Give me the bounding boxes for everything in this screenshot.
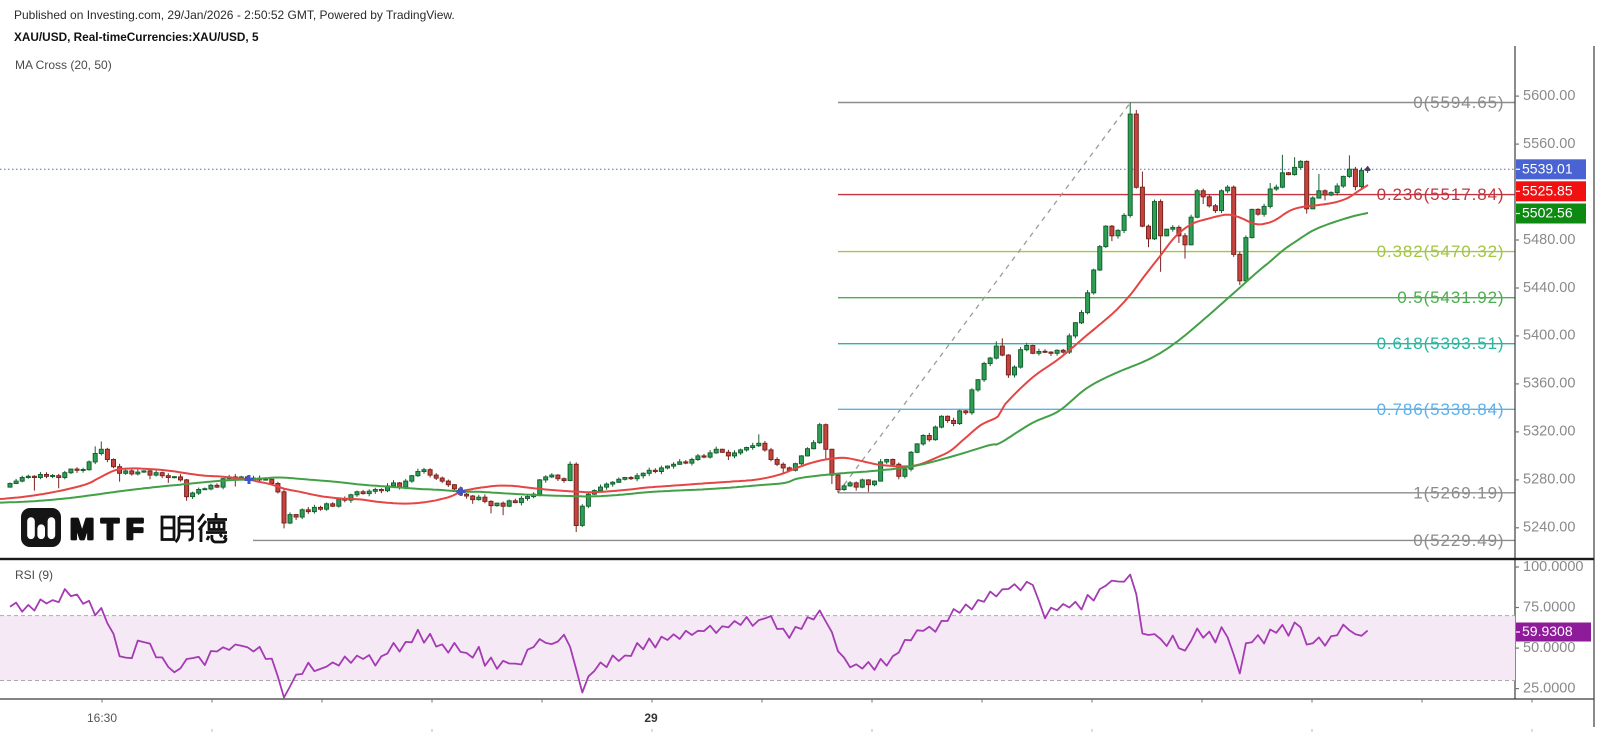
svg-text:5502.56: 5502.56 bbox=[1522, 205, 1573, 221]
svg-text:5560.00: 5560.00 bbox=[1523, 136, 1575, 152]
svg-text:MA Cross (20, 50): MA Cross (20, 50) bbox=[15, 58, 112, 72]
svg-text:16:30: 16:30 bbox=[87, 711, 117, 725]
svg-text:0.382(5470.32): 0.382(5470.32) bbox=[1377, 242, 1505, 261]
svg-text:0(5594.65): 0(5594.65) bbox=[1413, 93, 1504, 112]
svg-text:5440.00: 5440.00 bbox=[1523, 280, 1575, 296]
svg-text:5480.00: 5480.00 bbox=[1523, 232, 1575, 248]
svg-text:100.0000: 100.0000 bbox=[1523, 559, 1583, 575]
svg-text:5320.00: 5320.00 bbox=[1523, 424, 1575, 440]
svg-text:0.618(5393.51): 0.618(5393.51) bbox=[1377, 334, 1505, 353]
svg-text:1(5269.19): 1(5269.19) bbox=[1413, 483, 1504, 502]
svg-text:29: 29 bbox=[644, 711, 658, 725]
svg-text:RSI (9): RSI (9) bbox=[15, 568, 53, 582]
svg-text:5240.00: 5240.00 bbox=[1523, 520, 1575, 536]
svg-text:Published on Investing.com, 29: Published on Investing.com, 29/Jan/2026 … bbox=[14, 8, 455, 22]
svg-text:5600.00: 5600.00 bbox=[1523, 88, 1575, 104]
svg-text:5280.00: 5280.00 bbox=[1523, 472, 1575, 488]
svg-text:59.9308: 59.9308 bbox=[1522, 623, 1573, 639]
svg-text:5539.01: 5539.01 bbox=[1522, 161, 1573, 177]
svg-text:0.5(5431.92): 0.5(5431.92) bbox=[1397, 288, 1504, 307]
svg-text:50.0000: 50.0000 bbox=[1523, 640, 1575, 656]
svg-text:MTF: MTF bbox=[70, 514, 151, 546]
svg-text:0(5229.49): 0(5229.49) bbox=[1413, 531, 1504, 550]
svg-text:75.0000: 75.0000 bbox=[1523, 599, 1575, 615]
svg-text:XAU/USD, Real-timeCurrencies:X: XAU/USD, Real-timeCurrencies:XAU/USD, 5 bbox=[14, 30, 259, 44]
svg-text:25.0000: 25.0000 bbox=[1523, 680, 1575, 696]
svg-text:0.236(5517.84): 0.236(5517.84) bbox=[1377, 185, 1505, 204]
svg-text:5525.85: 5525.85 bbox=[1522, 183, 1573, 199]
svg-text:5360.00: 5360.00 bbox=[1523, 376, 1575, 392]
svg-text:5400.00: 5400.00 bbox=[1523, 328, 1575, 344]
svg-text:0.786(5338.84): 0.786(5338.84) bbox=[1377, 400, 1505, 419]
